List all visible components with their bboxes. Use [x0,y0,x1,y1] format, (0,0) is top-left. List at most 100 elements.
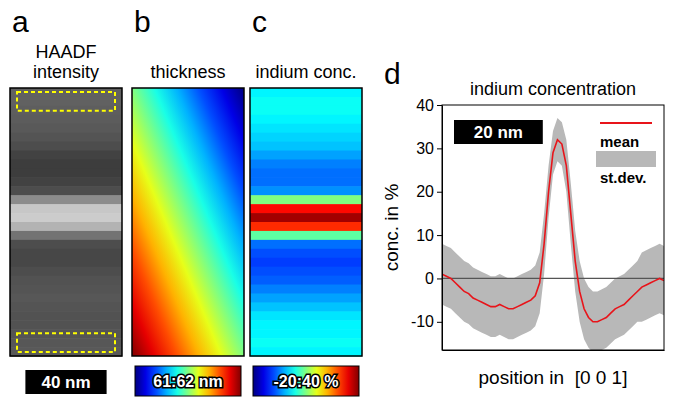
scale-bar-label: 20 nm [474,123,523,142]
panel-letter: a [12,5,29,38]
image-row [250,240,362,250]
panel-title: thickness [150,62,225,82]
image-row [250,151,362,161]
image-row [250,347,362,357]
x-axis-line [443,350,665,351]
panel-letter: d [384,57,401,90]
zero-line [442,278,664,279]
panel-title: HAADFintensity [33,42,99,82]
panel-c: c indium conc. -20:40 % [250,5,362,396]
panel-title: indium conc. [255,62,356,82]
image-row [250,329,362,339]
image-row [10,302,122,312]
image-row [250,338,362,348]
mean-line [442,140,664,322]
colorbar [253,366,359,396]
image-row [250,142,362,152]
y-tick: 0 [425,270,442,287]
image-row [10,186,122,196]
y-tick-mark [437,192,442,193]
image-row [10,320,122,330]
colorbar [135,366,241,396]
image-row [250,258,362,268]
image-row [10,151,122,161]
image-row [250,115,362,125]
image-row [10,276,122,286]
y-axis-line [442,106,443,351]
image-row [10,293,122,303]
y-axis-title: conc. in % [381,184,402,272]
scale-bar [454,120,543,144]
legend-swatch [596,151,656,167]
colorbar-label: -20:40 % [274,373,339,390]
y-tick-mark [437,148,442,149]
image [132,88,244,356]
image-row [10,124,122,134]
y-tick-label: 0 [425,270,434,287]
image-row [10,240,122,250]
image-row [250,133,362,143]
plot-frame [442,105,664,350]
image-row [10,97,122,107]
image-row [10,168,122,178]
y-tick-label: 30 [416,140,434,157]
thickness-map [132,88,244,356]
y-tick-mark [437,322,442,323]
image-row [10,311,122,321]
image-row [10,285,122,295]
image-row [250,320,362,330]
image-row [250,293,362,303]
panel-letter: b [134,5,151,38]
y-axis: -10010203040 [411,97,443,351]
image-row [250,267,362,277]
image-row [250,311,362,321]
image-row [250,106,362,116]
reference-region [17,92,115,111]
scale-bar [25,370,106,394]
x-axis-title: position in [0 0 1] [479,367,628,388]
image-row [250,159,362,169]
image-row [10,204,122,214]
image-row [250,88,362,98]
scale-bar-label: 40 nm [41,373,90,392]
image [250,88,362,357]
image-row [10,142,122,152]
image-row [10,177,122,187]
legend-label: mean [600,133,639,150]
image-row [10,133,122,143]
legend: mean st.dev. [596,123,656,186]
image-row [250,195,362,205]
image-row [10,258,122,268]
y-tick-mark [437,105,442,106]
image-row [250,231,362,241]
image-row [10,159,122,169]
image-row [250,168,362,178]
x-axis [443,350,665,351]
chart-title: indium concentration [470,79,636,99]
image-row [250,204,362,214]
colorbar-label: 61:62 nm [153,373,222,390]
y-tick-label: 40 [416,97,434,114]
image-row [10,213,122,223]
image-row [10,267,122,277]
y-tick: 10 [416,227,442,244]
image-row [10,195,122,205]
panel-letter: c [252,5,267,38]
legend-swatch [600,122,652,124]
image-row [10,222,122,232]
y-tick-label: 10 [416,227,434,244]
y-tick: 20 [416,183,442,200]
panel-a: aHAADFintensity [10,5,122,357]
image-row [250,222,362,232]
legend-label: st.dev. [600,169,646,186]
plot-marks [442,118,664,350]
y-tick-mark [437,235,442,236]
y-tick: 30 [416,140,442,157]
y-tick-label: 20 [416,183,434,200]
panel-frame [250,88,362,356]
image-row [250,177,362,187]
panel-b: b thickness 61:62 nm [132,5,244,396]
image-row [10,249,122,259]
panel-d: dindium concentration-10010203040conc. i… [381,57,665,388]
image [10,88,122,357]
